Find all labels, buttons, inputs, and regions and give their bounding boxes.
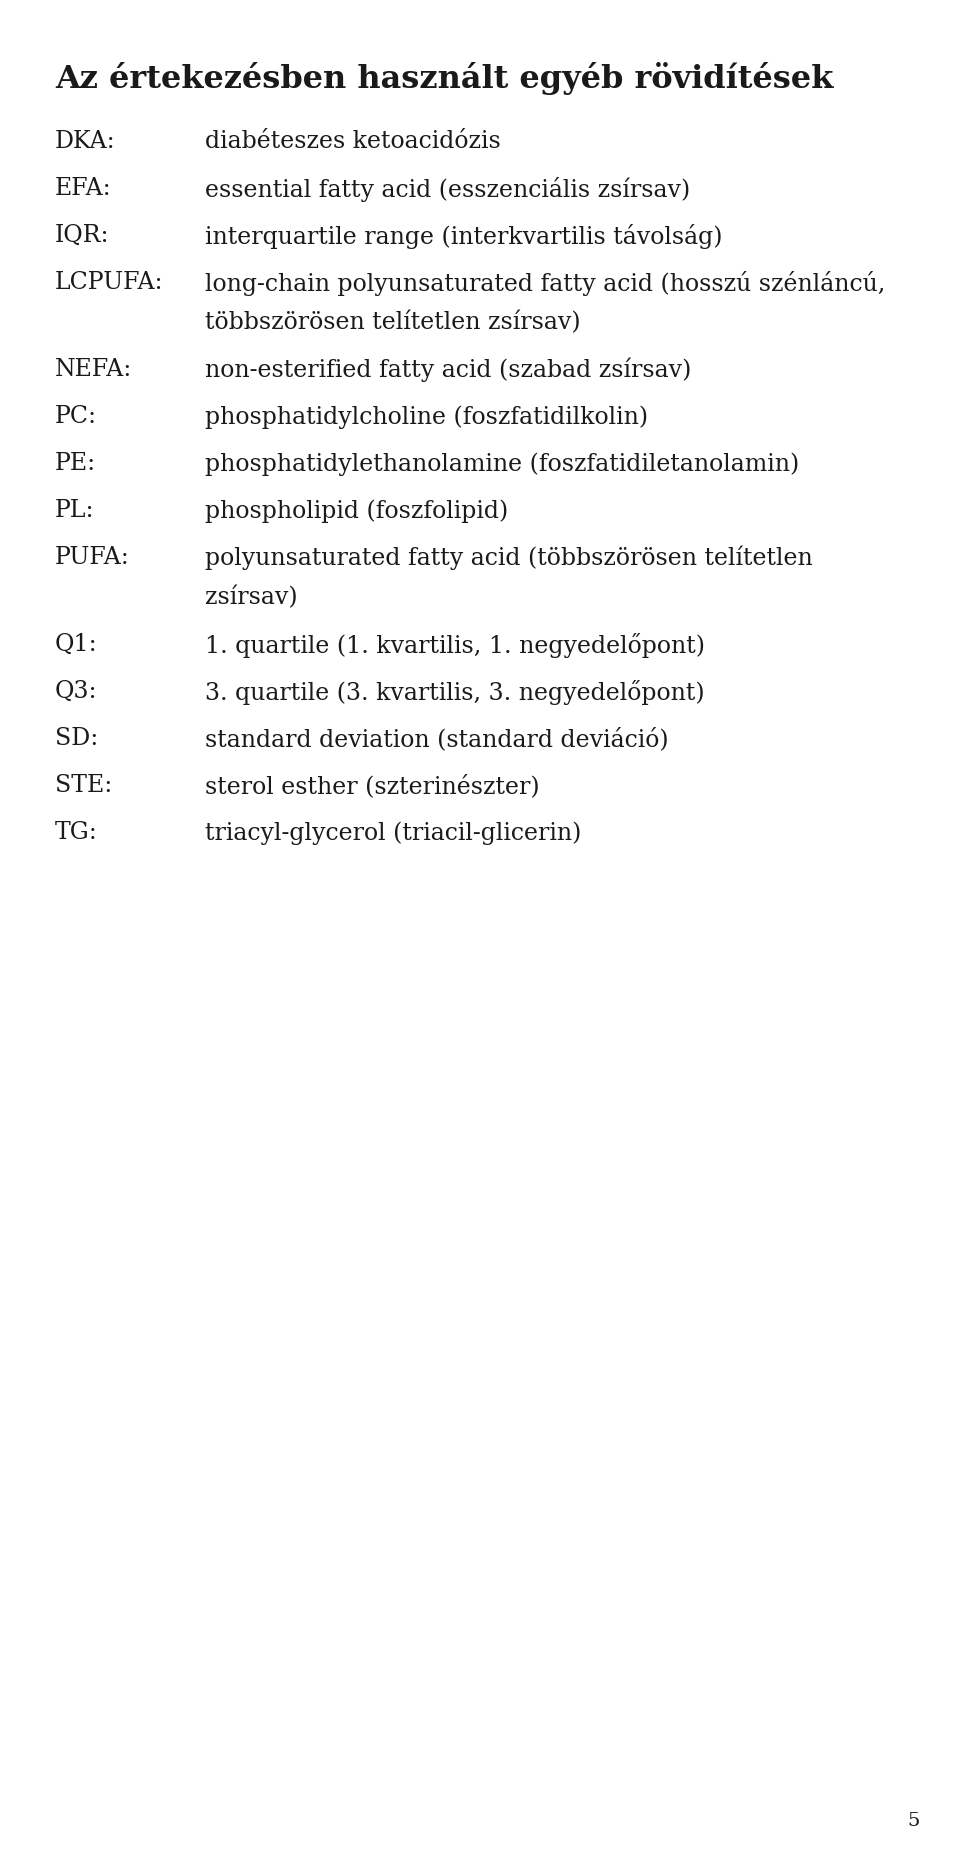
- Text: triacyl-glycerol (triacil-glicerin): triacyl-glycerol (triacil-glicerin): [205, 820, 582, 844]
- Text: non-esterified fatty acid (szabad zsírsav): non-esterified fatty acid (szabad zsírsa…: [205, 358, 691, 382]
- Text: PE:: PE:: [55, 451, 96, 475]
- Text: 5: 5: [907, 1812, 920, 1829]
- Text: essential fatty acid (esszenciális zsírsav): essential fatty acid (esszenciális zsírs…: [205, 177, 690, 201]
- Text: SD:: SD:: [55, 727, 98, 749]
- Text: LCPUFA:: LCPUFA:: [55, 270, 163, 295]
- Text: interquartile range (interkvartilis távolság): interquartile range (interkvartilis távo…: [205, 224, 723, 250]
- Text: Az értekezésben használt egyéb rövidítések: Az értekezésben használt egyéb rövidítés…: [55, 62, 833, 95]
- Text: PUFA:: PUFA:: [55, 546, 130, 569]
- Text: többszörösen telítetlen zsírsav): többszörösen telítetlen zsírsav): [205, 311, 581, 334]
- Text: phosphatidylethanolamine (foszfatidiletanolamin): phosphatidylethanolamine (foszfatidileta…: [205, 451, 800, 475]
- Text: STE:: STE:: [55, 774, 112, 796]
- Text: standard deviation (standard deviáció): standard deviation (standard deviáció): [205, 727, 668, 751]
- Text: zsírsav): zsírsav): [205, 585, 298, 610]
- Text: Q3:: Q3:: [55, 680, 98, 703]
- Text: diabéteszes ketoacidózis: diabéteszes ketoacidózis: [205, 130, 501, 153]
- Text: sterol esther (szterinészter): sterol esther (szterinészter): [205, 774, 540, 798]
- Text: TG:: TG:: [55, 820, 98, 844]
- Text: EFA:: EFA:: [55, 177, 111, 199]
- Text: 1. quartile (1. kvartilis, 1. negyedelőpont): 1. quartile (1. kvartilis, 1. negyedelőp…: [205, 632, 705, 658]
- Text: long-chain polyunsaturated fatty acid (hosszú szénláncú,: long-chain polyunsaturated fatty acid (h…: [205, 270, 885, 296]
- Text: phospholipid (foszfolipid): phospholipid (foszfolipid): [205, 500, 508, 522]
- Text: phosphatidylcholine (foszfatidilkolin): phosphatidylcholine (foszfatidilkolin): [205, 404, 648, 429]
- Text: 3. quartile (3. kvartilis, 3. negyedelőpont): 3. quartile (3. kvartilis, 3. negyedelőp…: [205, 680, 705, 705]
- Text: NEFA:: NEFA:: [55, 358, 132, 380]
- Text: DKA:: DKA:: [55, 130, 115, 153]
- Text: polyunsaturated fatty acid (többszörösen telítetlen: polyunsaturated fatty acid (többszörösen…: [205, 546, 813, 570]
- Text: PL:: PL:: [55, 500, 94, 522]
- Text: IQR:: IQR:: [55, 224, 109, 246]
- Text: PC:: PC:: [55, 404, 97, 427]
- Text: Q1:: Q1:: [55, 632, 98, 656]
